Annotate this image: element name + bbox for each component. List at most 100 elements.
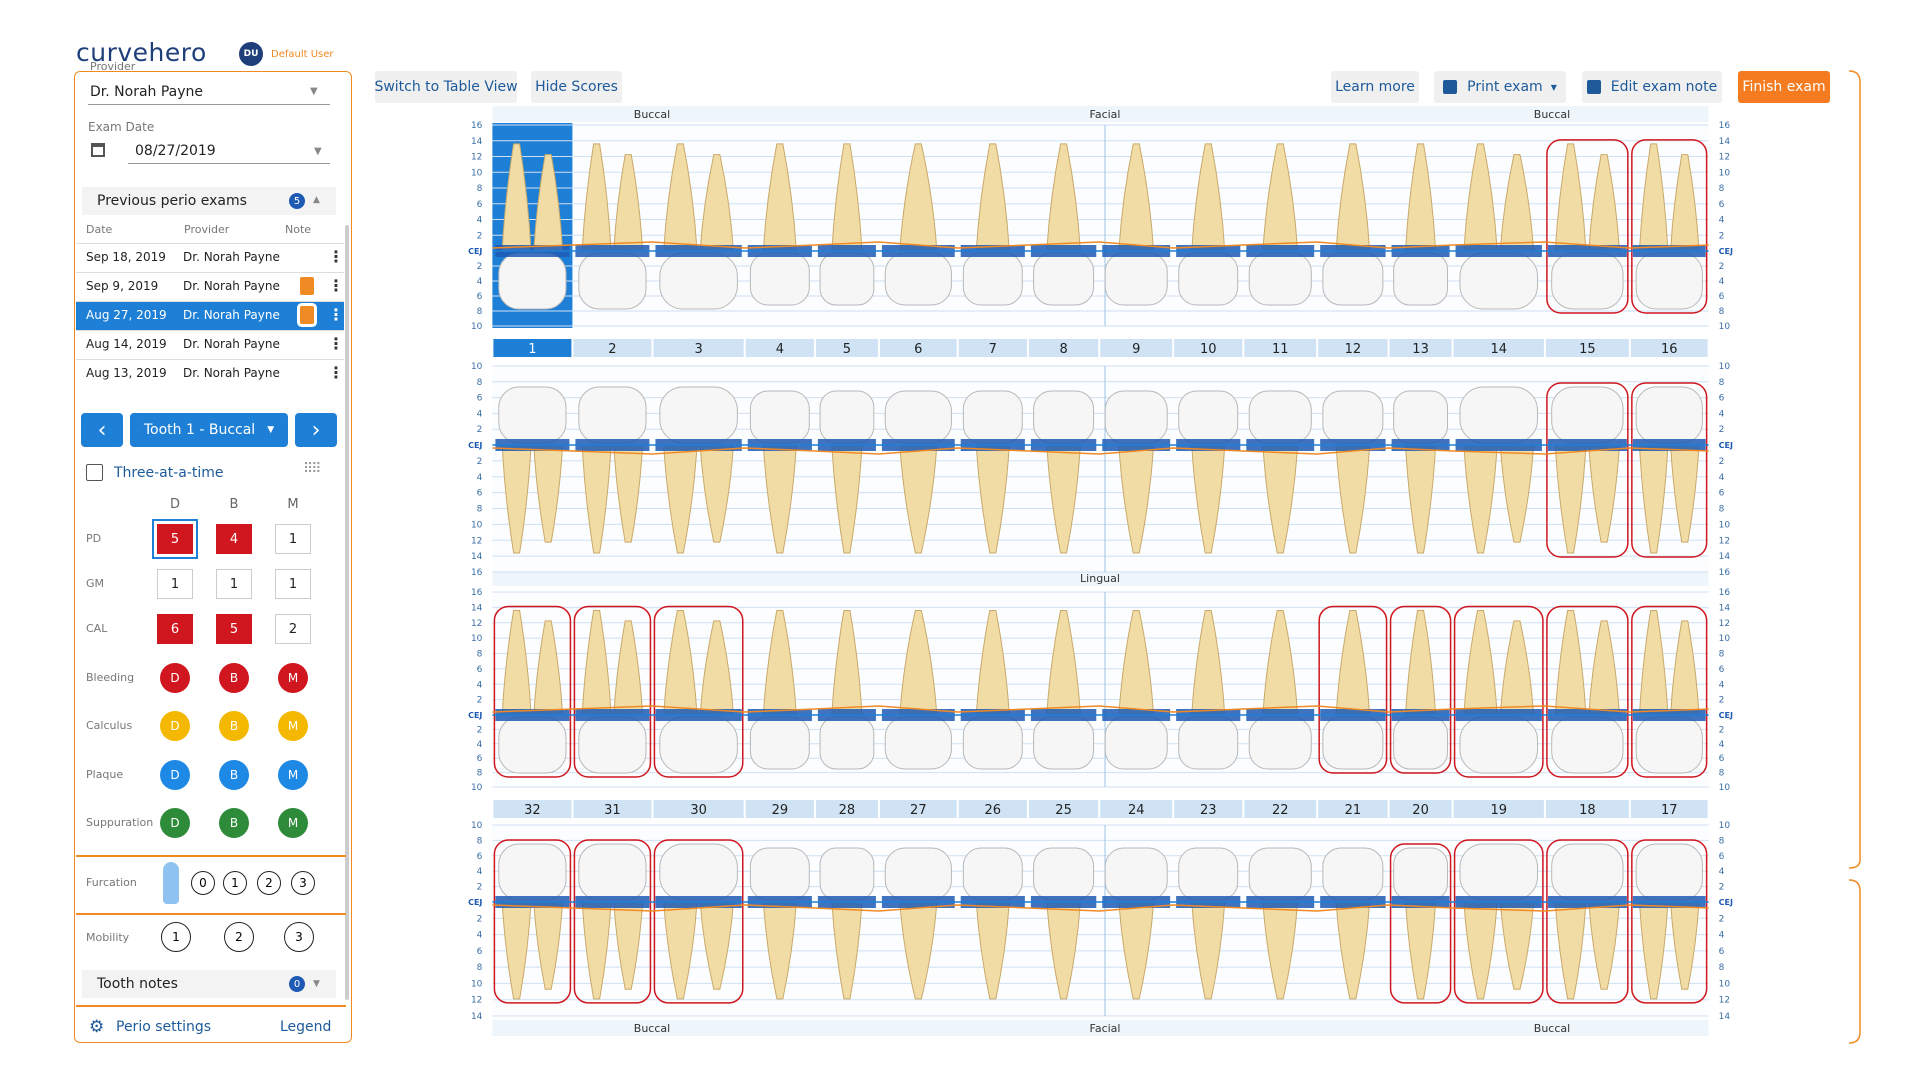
value-box[interactable]: 5: [157, 524, 193, 554]
tooth-root: [613, 154, 644, 252]
exam-row[interactable]: [76, 359, 344, 388]
tooth-outline: [1631, 139, 1708, 314]
y-tick-label: 8: [1719, 307, 1725, 317]
tooth-root: [762, 609, 797, 716]
tooth-number-cell: [493, 339, 572, 357]
button-label: Edit exam note: [1610, 79, 1718, 95]
tooth-select-label: Tooth 1 - Buccal: [143, 422, 256, 438]
tooth-root: [699, 444, 735, 543]
exam-row[interactable]: [76, 272, 344, 301]
furcation-option[interactable]: 0: [191, 871, 215, 895]
tooth-number: 32: [524, 803, 541, 818]
furcation-option[interactable]: 3: [291, 871, 315, 895]
mobility-option[interactable]: 3: [284, 922, 314, 952]
tooth-root: [899, 444, 938, 554]
value-box[interactable]: 2: [275, 614, 311, 644]
indicator[interactable]: M: [278, 760, 308, 790]
indicator[interactable]: D: [160, 808, 190, 838]
indicator[interactable]: D: [160, 663, 190, 693]
toolbar-button[interactable]: Edit exam note: [1582, 71, 1722, 103]
exam-date[interactable]: 08/27/2019: [135, 143, 216, 159]
tooth-number: 3: [694, 342, 702, 357]
indicator[interactable]: D: [160, 711, 190, 741]
checkbox-label[interactable]: Three-at-a-time: [114, 465, 224, 481]
legend-link[interactable]: Legend: [280, 1019, 332, 1035]
tooth-number-cell: [1545, 800, 1629, 818]
tooth-number-cell: [1453, 339, 1544, 357]
value-box[interactable]: 6: [157, 614, 193, 644]
indicator[interactable]: M: [278, 663, 308, 693]
tooth-root: [1191, 444, 1226, 554]
tooth-outline: [653, 605, 744, 778]
tooth-root: [699, 901, 735, 990]
toolbar-button[interactable]: Print exam ▼: [1434, 71, 1566, 103]
exam-row[interactable]: [76, 243, 344, 272]
indicator-label: Suppuration: [86, 816, 154, 829]
tooth-root: [1638, 901, 1669, 1000]
provider-select[interactable]: Dr. Norah Payne: [90, 84, 204, 100]
value-box[interactable]: 5: [216, 614, 252, 644]
value-box[interactable]: 1: [275, 569, 311, 599]
toolbar-button[interactable]: Finish exam: [1738, 71, 1830, 103]
previous-title[interactable]: Previous perio exams: [97, 193, 247, 209]
exam-row[interactable]: [76, 330, 344, 359]
tooth-crown: [1104, 847, 1168, 901]
y-tick-label: 6: [477, 665, 483, 675]
indicator[interactable]: M: [278, 808, 308, 838]
next-tooth[interactable]: ›: [295, 413, 337, 447]
note-icon[interactable]: [300, 277, 314, 295]
indicator[interactable]: M: [278, 711, 308, 741]
tooth-root: [1046, 444, 1081, 554]
tooth-root: [1463, 143, 1498, 252]
value-box[interactable]: 1: [275, 524, 311, 554]
y-tick-label: 14: [471, 1012, 483, 1022]
y-tick-label: 10: [471, 821, 483, 831]
prev-tooth[interactable]: ‹: [81, 413, 123, 447]
note-icon[interactable]: [300, 306, 314, 324]
kebab[interactable]: ⋮: [328, 247, 344, 266]
value-box[interactable]: 4: [216, 524, 252, 554]
y-tick-label: 12: [1719, 536, 1730, 546]
furcation-option[interactable]: 2: [257, 871, 281, 895]
y-tick-label: 10: [1719, 821, 1731, 831]
indicator[interactable]: B: [219, 808, 249, 838]
perio-settings[interactable]: Perio settings: [116, 1019, 212, 1035]
tooth-crown: [578, 843, 647, 901]
y-tick-label: 10: [471, 362, 483, 372]
tooth-number: 27: [910, 803, 927, 818]
toolbar-button[interactable]: Hide Scores: [531, 71, 622, 103]
tooth-crown: [1178, 716, 1239, 770]
tooth-root: [699, 620, 735, 716]
tooth-root: [1404, 143, 1437, 252]
tooth-root: [1046, 143, 1081, 252]
tooth-root: [899, 901, 938, 1000]
tooth-crown: [1248, 390, 1312, 444]
y-tick-label: 4: [477, 473, 483, 483]
toolbar-button[interactable]: Switch to Table View: [374, 71, 518, 103]
tooth-select[interactable]: Tooth 1 - Buccal ▼: [130, 413, 288, 447]
indicator[interactable]: D: [160, 760, 190, 790]
tooth-root: [699, 154, 735, 252]
kebab[interactable]: ⋮: [328, 334, 344, 353]
indicator[interactable]: B: [219, 760, 249, 790]
tooth-notes[interactable]: Tooth notes: [97, 976, 178, 992]
kebab[interactable]: ⋮: [328, 363, 344, 382]
kebab[interactable]: ⋮: [328, 305, 344, 324]
tooth-crown: [749, 390, 810, 444]
furcation-option[interactable]: 1: [223, 871, 247, 895]
mobility-option[interactable]: 2: [224, 922, 254, 952]
indicator[interactable]: B: [219, 663, 249, 693]
mobility-option[interactable]: 1: [161, 922, 191, 952]
section-band: [492, 1020, 1709, 1036]
value-box[interactable]: 1: [216, 569, 252, 599]
kebab[interactable]: ⋮: [328, 276, 344, 295]
tooth-root: [1191, 901, 1226, 1000]
y-tick-label: 8: [477, 650, 483, 660]
exam-row[interactable]: [76, 301, 344, 330]
checkbox[interactable]: [86, 464, 103, 481]
toolbar-button[interactable]: Learn more: [1331, 71, 1419, 103]
y-tick-label: 12: [1719, 996, 1730, 1006]
indicator[interactable]: B: [219, 711, 249, 741]
y-tick-label: 8: [1719, 650, 1725, 660]
value-box[interactable]: 1: [157, 569, 193, 599]
